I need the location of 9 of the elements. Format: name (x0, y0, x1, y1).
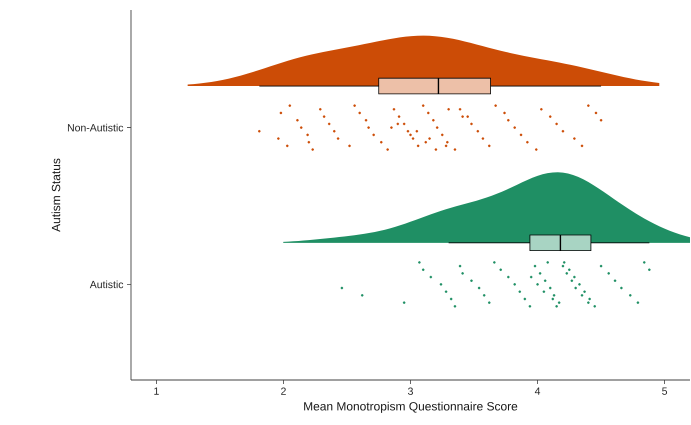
x-tick-label: 5 (662, 388, 668, 395)
y-tick-label: Non-Autistic (68, 124, 124, 132)
x-tick-label: 2 (281, 388, 286, 395)
x-tick-label: 1 (154, 388, 159, 395)
y-tick-label: Autistic (90, 280, 124, 288)
x-tick-label: 4 (534, 388, 540, 395)
x-axis-title: Mean Monotropism Questionnaire Score (304, 402, 518, 413)
x-tick-label: 3 (408, 388, 413, 395)
y-axis-title: Autism Status (51, 158, 60, 232)
